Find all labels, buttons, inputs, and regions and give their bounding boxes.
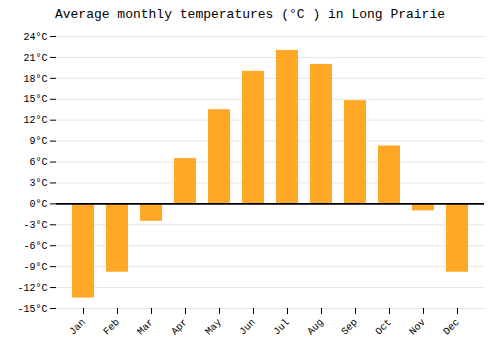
svg-text:Feb: Feb <box>101 317 122 338</box>
svg-text:Jan: Jan <box>67 317 88 338</box>
svg-text:Nov: Nov <box>407 317 428 338</box>
svg-text:-6°C: -6°C <box>23 241 47 252</box>
svg-text:0°C: 0°C <box>29 199 47 210</box>
svg-text:Jul: Jul <box>271 317 292 338</box>
svg-text:-3°C: -3°C <box>23 220 47 231</box>
svg-text:9°C: 9°C <box>29 136 47 147</box>
svg-text:12°C: 12°C <box>23 115 47 126</box>
svg-text:Apr: Apr <box>169 317 190 338</box>
html-text:Average monthly temperatures (: Average monthly temperatures (°C ) in Lo… <box>55 7 445 22</box>
svg-text:-9°C: -9°C <box>23 262 47 273</box>
svg-text:-15°C: -15°C <box>17 304 47 315</box>
svg-text:Dec: Dec <box>441 317 462 338</box>
svg-text:-12°C: -12°C <box>17 283 47 294</box>
svg-text:Mar: Mar <box>135 317 156 338</box>
svg-text:3°C: 3°C <box>29 178 47 189</box>
svg-text:6°C: 6°C <box>29 157 47 168</box>
svg-text:18°C: 18°C <box>23 74 47 85</box>
svg-text:Oct: Oct <box>373 317 394 338</box>
svg-text:Jun: Jun <box>237 317 258 338</box>
svg-text:Aug: Aug <box>305 317 326 338</box>
svg-text:21°C: 21°C <box>23 53 47 64</box>
svg-text:24°C: 24°C <box>23 32 47 43</box>
svg-text:15°C: 15°C <box>23 94 47 105</box>
svg-text:Sep: Sep <box>339 317 360 338</box>
svg-text:May: May <box>203 317 224 338</box>
